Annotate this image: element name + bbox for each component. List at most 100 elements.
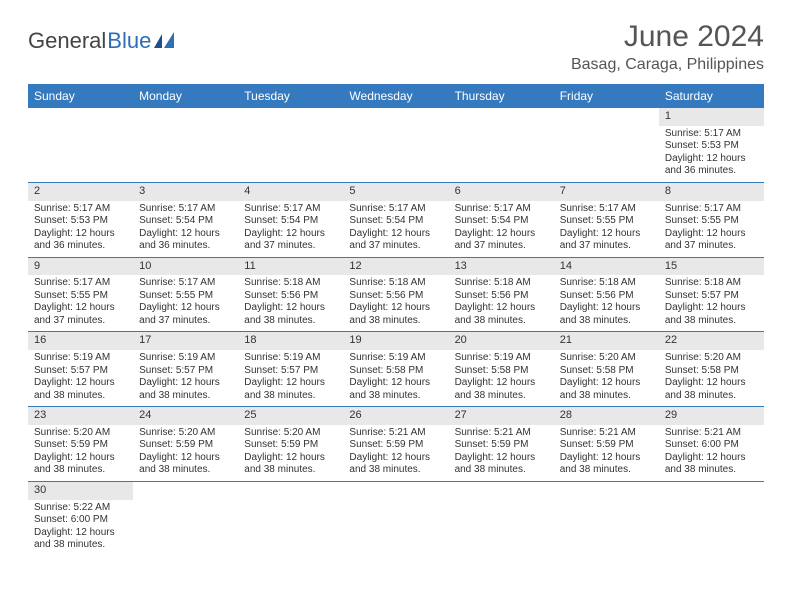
day-line-d2: and 38 minutes. [455, 315, 548, 328]
day-line-sr: Sunrise: 5:22 AM [34, 502, 127, 515]
day-line-d2: and 36 minutes. [139, 240, 232, 253]
day-content: Sunrise: 5:18 AMSunset: 5:56 PMDaylight:… [238, 275, 343, 331]
day-line-ss: Sunset: 5:53 PM [34, 215, 127, 228]
calendar-day: 11Sunrise: 5:18 AMSunset: 5:56 PMDayligh… [238, 258, 343, 332]
day-line-ss: Sunset: 5:59 PM [349, 439, 442, 452]
day-line-sr: Sunrise: 5:18 AM [349, 277, 442, 290]
day-line-d1: Daylight: 12 hours [560, 377, 653, 390]
day-line-d1: Daylight: 12 hours [34, 228, 127, 241]
calendar-body: 1Sunrise: 5:17 AMSunset: 5:53 PMDaylight… [28, 108, 764, 556]
day-line-d2: and 38 minutes. [34, 464, 127, 477]
logo-text-general: General [28, 28, 106, 54]
day-number: 16 [28, 332, 133, 350]
calendar-day-empty [449, 482, 554, 556]
calendar-day: 26 Sunrise: 5:21 AMSunset: 5:59 PMDayligh… [343, 407, 448, 481]
calendar: SundayMondayTuesdayWednesdayThursdayFrid… [28, 84, 764, 556]
weekday-header-row: SundayMondayTuesdayWednesdayThursdayFrid… [28, 84, 764, 108]
calendar-day: 16Sunrise: 5:19 AMSunset: 5:57 PMDayligh… [28, 332, 133, 406]
weekday-header: Sunday [28, 84, 133, 108]
calendar-day: 21Sunrise: 5:20 AMSunset: 5:58 PMDayligh… [554, 332, 659, 406]
calendar-day-empty [659, 482, 764, 556]
calendar-day: 17Sunrise: 5:19 AMSunset: 5:57 PMDayligh… [133, 332, 238, 406]
day-number: 13 [449, 258, 554, 276]
logo-text-blue: Blue [107, 28, 151, 54]
day-line-ss: Sunset: 5:57 PM [34, 365, 127, 378]
day-line-ss: Sunset: 5:54 PM [349, 215, 442, 228]
day-line-ss: Sunset: 5:54 PM [244, 215, 337, 228]
day-line-d2: and 38 minutes. [560, 390, 653, 403]
day-line-d1: Daylight: 12 hours [349, 452, 442, 465]
day-line-d2: and 36 minutes. [665, 165, 758, 178]
day-content: Sunrise: 5:17 AMSunset: 5:54 PMDaylight:… [238, 201, 343, 257]
day-line-d2: and 38 minutes. [455, 390, 548, 403]
logo: GeneralBlue [28, 28, 176, 56]
weekday-header: Saturday [659, 84, 764, 108]
day-content: Sunrise: 5:20 AMSunset: 5:59 PMDaylight:… [238, 425, 343, 481]
day-number: 7 [554, 183, 659, 201]
day-number: 22 [659, 332, 764, 350]
day-number: 3 [133, 183, 238, 201]
day-line-d2: and 37 minutes. [349, 240, 442, 253]
day-number: 20 [449, 332, 554, 350]
day-line-d1: Daylight: 12 hours [349, 228, 442, 241]
day-number: 23 [28, 407, 133, 425]
day-line-ss: Sunset: 5:57 PM [139, 365, 232, 378]
day-content: Sunrise: 5:19 AMSunset: 5:58 PMDaylight:… [449, 350, 554, 406]
day-number: 26 [343, 407, 448, 425]
page-header: GeneralBlue June 2024 Basag, Caraga, Phi… [28, 20, 764, 74]
calendar-week: 30Sunrise: 5:22 AMSunset: 6:00 PMDayligh… [28, 482, 764, 556]
day-line-d1: Daylight: 12 hours [665, 377, 758, 390]
day-line-d2: and 37 minutes. [34, 315, 127, 328]
day-content: Sunrise: 5:20 AMSunset: 5:59 PMDaylight:… [28, 425, 133, 481]
day-line-ss: Sunset: 5:58 PM [665, 365, 758, 378]
day-number: 10 [133, 258, 238, 276]
calendar-day: 3Sunrise: 5:17 AMSunset: 5:54 PMDaylight… [133, 183, 238, 257]
day-line-d2: and 38 minutes. [244, 315, 337, 328]
day-number: 12 [343, 258, 448, 276]
day-number: 18 [238, 332, 343, 350]
day-line-ss: Sunset: 5:56 PM [244, 290, 337, 303]
day-line-d2: and 38 minutes. [139, 390, 232, 403]
day-number: 27 [449, 407, 554, 425]
day-line-d2: and 38 minutes. [139, 464, 232, 477]
day-line-ss: Sunset: 5:58 PM [560, 365, 653, 378]
day-line-d1: Daylight: 12 hours [139, 452, 232, 465]
day-content: Sunrise: 5:17 AMSunset: 5:55 PMDaylight:… [133, 275, 238, 331]
day-line-sr: Sunrise: 5:17 AM [139, 277, 232, 290]
day-line-sr: Sunrise: 5:21 AM [455, 427, 548, 440]
day-number: 29 [659, 407, 764, 425]
calendar-day: 1Sunrise: 5:17 AMSunset: 5:53 PMDaylight… [659, 108, 764, 182]
calendar-day: 7Sunrise: 5:17 AMSunset: 5:55 PMDaylight… [554, 183, 659, 257]
day-number: 1 [659, 108, 764, 126]
calendar-day: 30Sunrise: 5:22 AMSunset: 6:00 PMDayligh… [28, 482, 133, 556]
day-number: 9 [28, 258, 133, 276]
day-line-d1: Daylight: 12 hours [34, 377, 127, 390]
day-line-ss: Sunset: 5:59 PM [34, 439, 127, 452]
sail-icon [154, 28, 176, 54]
day-content: Sunrise: 5:17 AMSunset: 5:53 PMDaylight:… [659, 126, 764, 182]
day-content: Sunrise: 5:17 AMSunset: 5:54 PMDaylight:… [133, 201, 238, 257]
day-line-d1: Daylight: 12 hours [349, 302, 442, 315]
day-number: 5 [343, 183, 448, 201]
day-line-d2: and 37 minutes. [139, 315, 232, 328]
calendar-day-empty [133, 108, 238, 182]
day-line-d1: Daylight: 12 hours [560, 228, 653, 241]
day-line-d1: Daylight: 12 hours [665, 452, 758, 465]
day-line-d1: Daylight: 12 hours [244, 452, 337, 465]
day-line-ss: Sunset: 5:55 PM [139, 290, 232, 303]
day-line-d1: Daylight: 12 hours [560, 452, 653, 465]
weekday-header: Wednesday [343, 84, 448, 108]
day-line-d1: Daylight: 12 hours [244, 302, 337, 315]
calendar-day: 22Sunrise: 5:20 AMSunset: 5:58 PMDayligh… [659, 332, 764, 406]
day-line-ss: Sunset: 5:56 PM [349, 290, 442, 303]
calendar-day: 27Sunrise: 5:21 AMSunset: 5:59 PMDayligh… [449, 407, 554, 481]
day-line-d2: and 38 minutes. [34, 390, 127, 403]
day-line-ss: Sunset: 5:58 PM [349, 365, 442, 378]
day-line-sr: Sunrise: 5:21 AM [349, 427, 442, 440]
calendar-day: 15Sunrise: 5:18 AMSunset: 5:57 PMDayligh… [659, 258, 764, 332]
day-line-sr: Sunrise: 5:21 AM [560, 427, 653, 440]
day-line-sr: Sunrise: 5:17 AM [665, 203, 758, 216]
day-line-ss: Sunset: 5:54 PM [455, 215, 548, 228]
calendar-day: 10Sunrise: 5:17 AMSunset: 5:55 PMDayligh… [133, 258, 238, 332]
day-line-ss: Sunset: 5:55 PM [34, 290, 127, 303]
